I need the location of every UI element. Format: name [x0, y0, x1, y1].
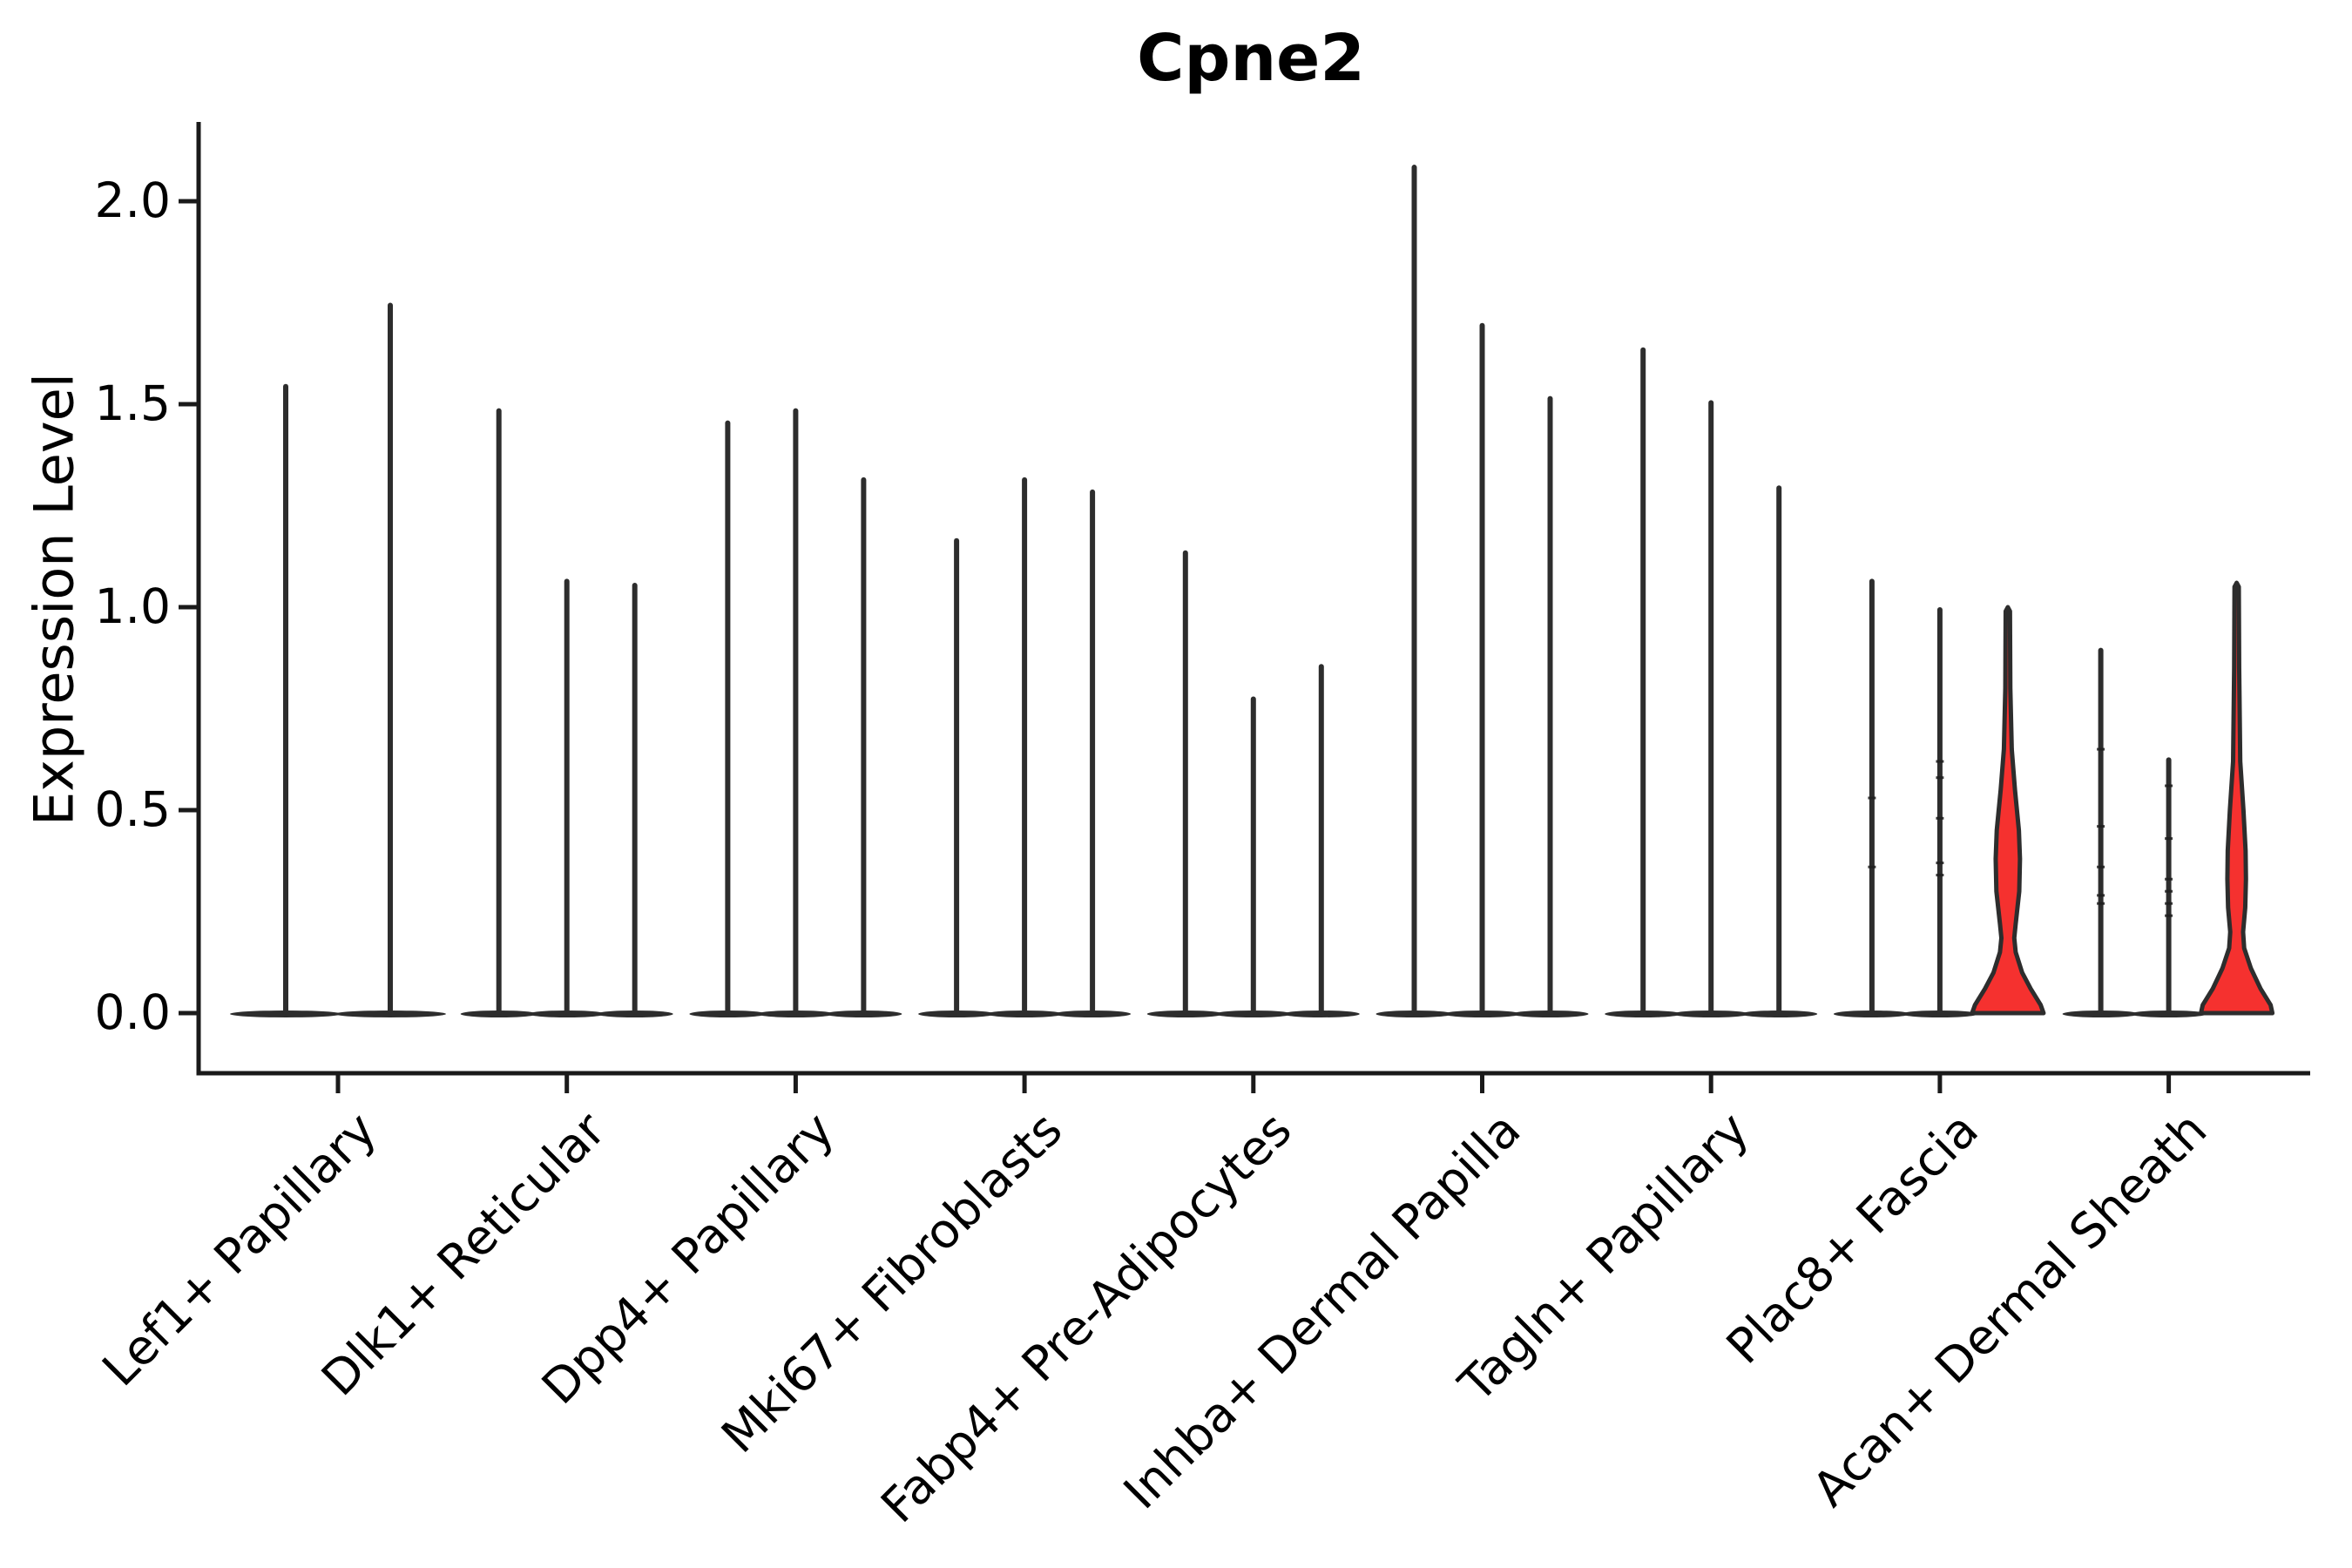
- cell-point-mark: [1868, 796, 1876, 800]
- cell-point-mark: [2097, 825, 2105, 828]
- cell-point-mark: [1936, 776, 1944, 780]
- y-tick-label: 2.0: [94, 172, 171, 228]
- violin-spike: [1479, 322, 1485, 1015]
- violin-spike: [1411, 165, 1417, 1015]
- cell-point-mark: [2165, 784, 2173, 787]
- violin-spike: [1936, 607, 1943, 1015]
- cell-point-mark: [2097, 894, 2105, 897]
- violin-spike: [1090, 489, 1096, 1015]
- violin-spike: [1318, 664, 1324, 1015]
- cell-point-mark: [2165, 902, 2173, 905]
- y-tick-label: 1.0: [94, 578, 171, 634]
- cell-point-mark: [1936, 816, 1944, 820]
- cell-point-mark: [1868, 865, 1876, 868]
- violin-spike: [388, 302, 393, 1015]
- cell-point-mark: [2097, 865, 2105, 868]
- cell-point-mark: [2165, 914, 2173, 917]
- highlighted-violin: [1970, 605, 2046, 1016]
- violin-spike: [793, 408, 799, 1015]
- cell-point-mark: [2165, 889, 2173, 893]
- violin-spike: [1708, 400, 1714, 1016]
- violin-spike: [1640, 347, 1646, 1015]
- violin-spike: [2098, 647, 2104, 1015]
- violin-spike: [1182, 550, 1188, 1015]
- violin-spike: [1250, 696, 1256, 1015]
- violin-spike: [725, 420, 731, 1015]
- y-tick-label: 1.5: [94, 375, 171, 431]
- violin-spike: [1547, 395, 1553, 1015]
- violin-spike: [496, 408, 502, 1015]
- violin-spike: [2166, 757, 2172, 1015]
- violin-spike: [564, 578, 570, 1015]
- cell-point-mark: [1936, 862, 1944, 865]
- y-tick-label: 0.5: [94, 781, 171, 837]
- violin-spike: [1022, 476, 1028, 1015]
- cell-point-mark: [2097, 747, 2105, 751]
- violin-spike: [954, 537, 960, 1015]
- cell-point-mark: [2097, 902, 2105, 905]
- violin-spike: [861, 476, 867, 1015]
- y-tick-label: 0.0: [94, 984, 171, 1040]
- violin-spike: [632, 583, 638, 1015]
- highlighted-violin: [2199, 580, 2275, 1016]
- cell-point-mark: [1936, 874, 1944, 877]
- cell-point-mark: [2165, 877, 2173, 881]
- cell-point-mark: [1936, 760, 1944, 763]
- violin-spike: [1776, 485, 1782, 1015]
- violin-spike: [283, 383, 288, 1015]
- chart-title: Cpne2: [1137, 21, 1365, 96]
- cell-point-mark: [2165, 837, 2173, 841]
